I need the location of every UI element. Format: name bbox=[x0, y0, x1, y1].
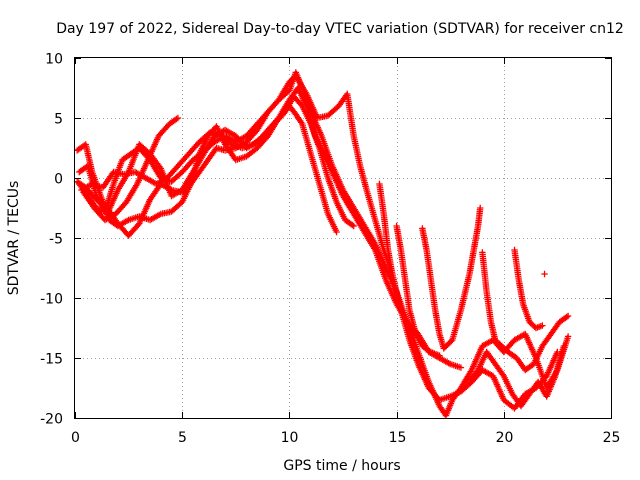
x-tick-label: 5 bbox=[178, 430, 187, 446]
x-tick-label: 0 bbox=[71, 430, 80, 446]
data-point-marker bbox=[333, 228, 340, 236]
data-point-marker bbox=[560, 342, 568, 350]
data-point-marker bbox=[173, 115, 180, 123]
data-point-marker bbox=[174, 114, 182, 122]
data-point-marker bbox=[564, 333, 572, 340]
chart-title: Day 197 of 2022, Sidereal Day-to-day VTE… bbox=[56, 21, 624, 37]
data-point-marker bbox=[436, 352, 443, 359]
series-track-f bbox=[80, 114, 182, 224]
tick-layer: 0 5 10 15 20 25 10 5 0 -5 -10 -15 -20 bbox=[40, 52, 620, 447]
y-tick-label: 0 bbox=[54, 172, 63, 188]
x-tick-label: 25 bbox=[603, 430, 621, 446]
data-point-marker bbox=[349, 221, 356, 229]
y-axis-label: SDTVAR / TECUs bbox=[6, 181, 22, 296]
series-track-m bbox=[466, 342, 568, 410]
x-tick-label: 15 bbox=[389, 430, 407, 446]
y-tick-label: -10 bbox=[40, 292, 63, 308]
data-point-marker bbox=[539, 322, 546, 329]
data-point-marker bbox=[477, 204, 484, 212]
y-tick-label: -5 bbox=[49, 232, 63, 248]
series-track-j bbox=[479, 249, 572, 374]
x-axis-label: GPS time / hours bbox=[283, 458, 400, 474]
series-track-g bbox=[393, 222, 443, 359]
data-point-marker bbox=[389, 270, 396, 278]
series-track-k bbox=[511, 246, 546, 332]
plot-frame bbox=[74, 57, 612, 419]
y-tick-label: 5 bbox=[54, 112, 63, 128]
x-tick-label: 20 bbox=[496, 430, 514, 446]
series-track-l bbox=[541, 270, 548, 278]
series-track-i bbox=[419, 204, 484, 352]
grid-layer bbox=[75, 58, 611, 418]
data-point-marker bbox=[457, 364, 465, 371]
data-point-marker bbox=[350, 222, 357, 230]
y-tick-label: 10 bbox=[45, 52, 63, 68]
data-point-marker bbox=[564, 312, 572, 320]
data-point-marker bbox=[563, 313, 570, 321]
data-point-marker bbox=[541, 270, 548, 278]
marker-layer bbox=[73, 69, 572, 419]
series-track-h bbox=[376, 180, 396, 278]
series-track-e bbox=[78, 93, 357, 230]
y-tick-label: -15 bbox=[40, 352, 63, 368]
x-tick-label: 10 bbox=[281, 430, 299, 446]
y-tick-label: -20 bbox=[40, 412, 63, 428]
